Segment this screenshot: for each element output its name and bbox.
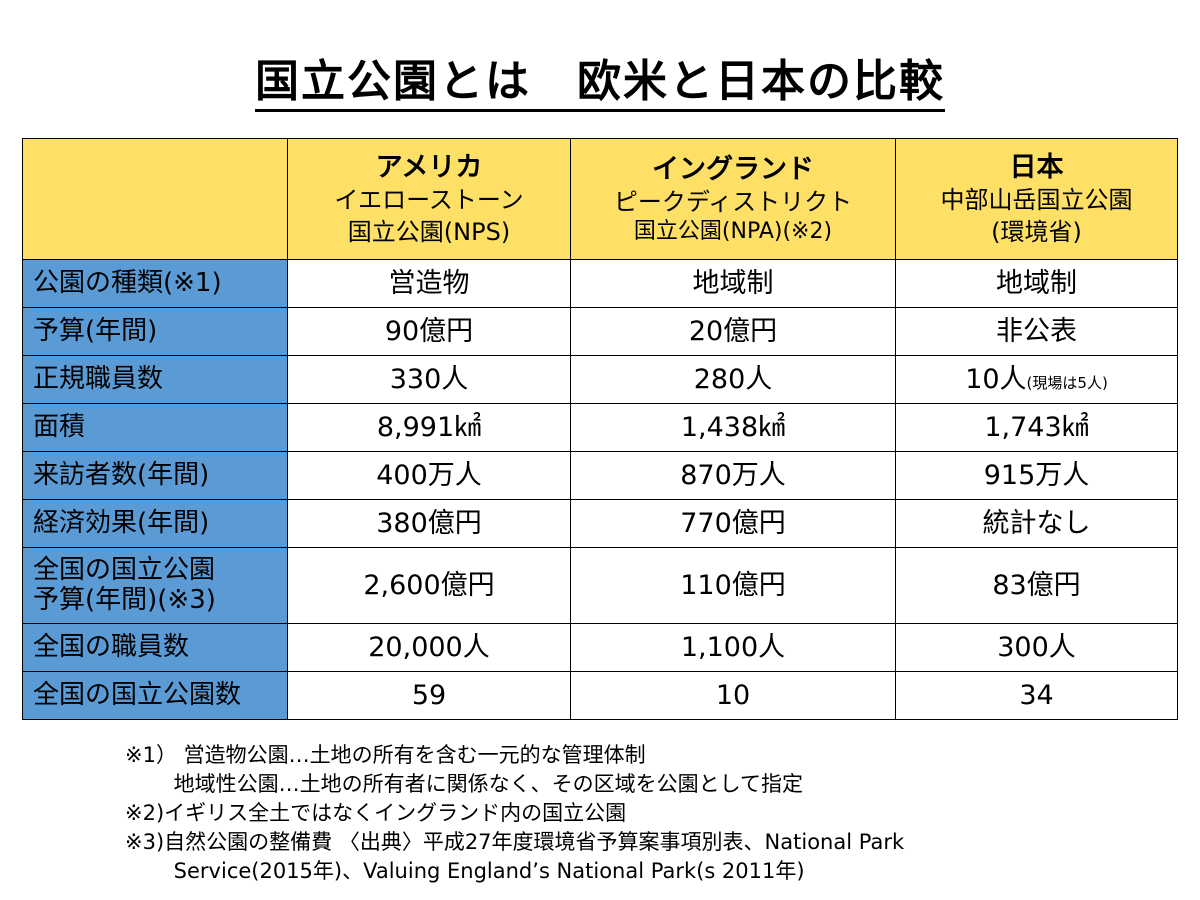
cell-england: 1,100人 [570, 623, 896, 672]
cell-japan: 1,743㎢ [895, 403, 1178, 452]
footnote-1: ※1） 営造物公園…土地の所有を含む一元的な管理体制 [125, 743, 646, 767]
cell-japan-note: (現場は5人) [1026, 373, 1108, 392]
slide-title: 国立公園とは 欧米と日本の比較 [0, 52, 1200, 112]
cell-usa: 380億円 [287, 499, 571, 548]
footnote-2: ※2)イギリス全土ではなくイングランド内の国立公園 [125, 801, 627, 825]
cell-england: 1,438㎢ [570, 403, 896, 452]
cell-japan: 非公表 [895, 307, 1178, 356]
table-row: 全国の国立公園数 59 10 34 [22, 671, 1178, 720]
cell-england: 280人 [570, 355, 896, 404]
table-row: 経済効果(年間) 380億円 770億円 統計なし [22, 499, 1178, 548]
row-label: 正規職員数 [22, 355, 288, 404]
table-header-row: アメリカ イエローストーン 国立公園(NPS) イングランド ピークディストリク… [22, 138, 1178, 260]
cell-usa: 330人 [287, 355, 571, 404]
cell-japan: 10人(現場は5人) [895, 355, 1178, 404]
header-corner-cell [22, 138, 288, 260]
row-label-line1: 全国の国立公園 [33, 554, 216, 585]
header-japan: 日本 中部山岳国立公園 (環境省) [895, 138, 1178, 260]
cell-japan: 300人 [895, 623, 1178, 672]
table-row: 予算(年間) 90億円 20億円 非公表 [22, 307, 1178, 356]
cell-japan: 83億円 [895, 547, 1178, 624]
cell-usa: 2,600億円 [287, 547, 571, 624]
cell-japan: 34 [895, 671, 1178, 720]
cell-england: 110億円 [570, 547, 896, 624]
cell-usa: 59 [287, 671, 571, 720]
header-usa: アメリカ イエローストーン 国立公園(NPS) [287, 138, 571, 260]
table-row: 全国の職員数 20,000人 1,100人 300人 [22, 623, 1178, 672]
table-row: 面積 8,991㎢ 1,438㎢ 1,743㎢ [22, 403, 1178, 452]
cell-japan: 915万人 [895, 451, 1178, 500]
row-label: 来訪者数(年間) [22, 451, 288, 500]
cell-usa: 90億円 [287, 307, 571, 356]
table-row: 来訪者数(年間) 400万人 870万人 915万人 [22, 451, 1178, 500]
cell-usa: 営造物 [287, 259, 571, 308]
comparison-table: アメリカ イエローストーン 国立公園(NPS) イングランド ピークディストリク… [22, 138, 1178, 720]
row-label: 面積 [22, 403, 288, 452]
row-label: 公園の種類(※1) [22, 259, 288, 308]
footnote-3: ※3)自然公園の整備費 〈出典〉平成27年度環境省予算案事項別表、Nationa… [125, 830, 905, 854]
table-row: 全国の国立公園 予算(年間)(※3) 2,600億円 110億円 83億円 [22, 547, 1178, 624]
row-label-line2: 予算(年間)(※3) [33, 584, 216, 615]
table-row: 正規職員数 330人 280人 10人(現場は5人) [22, 355, 1178, 404]
row-label: 全国の国立公園数 [22, 671, 288, 720]
row-label: 全国の職員数 [22, 623, 288, 672]
cell-usa: 20,000人 [287, 623, 571, 672]
footnote-3-cont: Service(2015年)、Valuing England’s Nationa… [125, 859, 805, 883]
cell-japan: 地域制 [895, 259, 1178, 308]
cell-usa: 8,991㎢ [287, 403, 571, 452]
cell-japan-value: 10人 [965, 363, 1027, 395]
row-label: 経済効果(年間) [22, 499, 288, 548]
cell-england: 770億円 [570, 499, 896, 548]
table-row: 公園の種類(※1) 営造物 地域制 地域制 [22, 259, 1178, 308]
cell-england: 地域制 [570, 259, 896, 308]
cell-usa: 400万人 [287, 451, 571, 500]
footnote-1-cont: 地域性公園…土地の所有者に関係なく、その区域を公園として指定 [125, 772, 804, 796]
footnotes: ※1） 営造物公園…土地の所有を含む一元的な管理体制 地域性公園…土地の所有者に… [125, 741, 1175, 886]
cell-england: 870万人 [570, 451, 896, 500]
header-england: イングランド ピークディストリクト 国立公園(NPA)(※2) [570, 138, 896, 260]
cell-england: 10 [570, 671, 896, 720]
row-label: 全国の国立公園 予算(年間)(※3) [22, 547, 288, 624]
cell-england: 20億円 [570, 307, 896, 356]
row-label: 予算(年間) [22, 307, 288, 356]
slide-title-text: 国立公園とは 欧米と日本の比較 [255, 56, 945, 112]
cell-japan: 統計なし [895, 499, 1178, 548]
